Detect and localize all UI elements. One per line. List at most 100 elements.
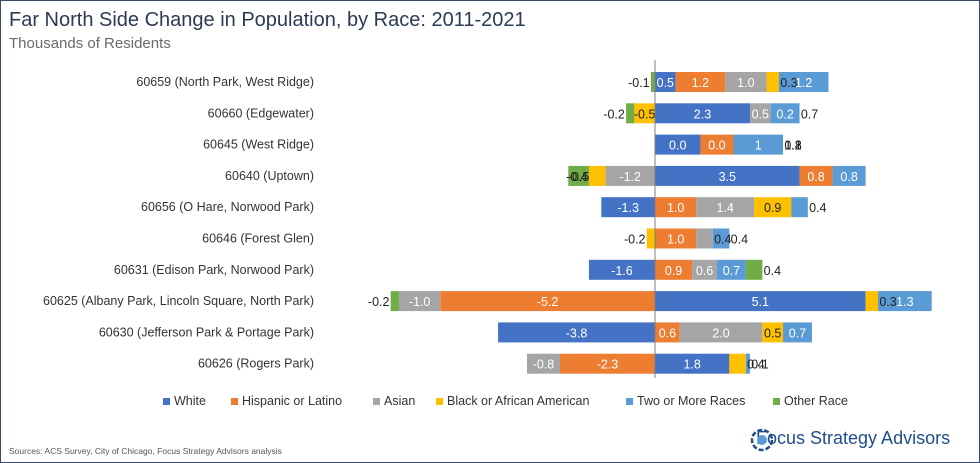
bar-segment <box>762 322 784 343</box>
data-label: 1.2 <box>692 76 709 90</box>
data-label: -0.5 <box>568 170 590 184</box>
bar-segment <box>605 165 655 186</box>
data-label: 3.5 <box>719 170 736 184</box>
data-label: 0.8 <box>784 139 801 153</box>
bar-segment <box>692 259 717 280</box>
bar-segment <box>745 353 750 374</box>
legend-label: Asian <box>384 394 415 408</box>
bar-segment <box>646 228 655 249</box>
data-label: 0.9 <box>764 201 781 215</box>
data-label: 0.8 <box>840 170 857 184</box>
category-label: 60625 (Albany Park, Lincoln Square, Nort… <box>43 294 314 308</box>
focus-logo-icon <box>750 428 774 452</box>
bar-segment <box>712 228 730 249</box>
bar-segment <box>783 322 812 343</box>
data-label: -1.2 <box>619 170 641 184</box>
bar-segment <box>655 72 676 92</box>
data-label: 2.0 <box>712 326 729 340</box>
category-label: 60626 (Rogers Park) <box>198 357 314 371</box>
bar-segment <box>655 103 750 124</box>
category-label: 60640 (Uptown) <box>225 169 314 183</box>
data-label: 0.7 <box>801 107 818 121</box>
data-label: 1.0 <box>667 233 684 247</box>
data-label: -1.0 <box>409 295 431 309</box>
bar-segment <box>696 197 755 218</box>
data-label: 0.6 <box>696 264 713 278</box>
bar-segment <box>601 197 655 218</box>
data-label: 2.3 <box>694 107 711 121</box>
data-label: 0.3 <box>879 295 896 309</box>
data-label: -0.5 <box>634 107 656 121</box>
legend-label: Hispanic or Latino <box>242 394 342 408</box>
bar-segment <box>778 72 829 92</box>
data-label: 0.4 <box>714 233 731 247</box>
data-label: 0.7 <box>789 326 806 340</box>
data-label: 0.4 <box>809 201 826 215</box>
legend-swatch <box>436 398 443 405</box>
bar-segment <box>588 259 655 280</box>
data-label: 0.4 <box>764 264 781 278</box>
bar-segment <box>498 322 655 343</box>
bar-segment <box>526 353 561 374</box>
data-label: 0.3 <box>780 76 797 90</box>
bar-segment <box>700 134 734 155</box>
data-label: -3.8 <box>566 326 588 340</box>
data-label: -0.2 <box>624 233 646 247</box>
data-label: 0.9 <box>665 264 682 278</box>
data-label: 0.5 <box>752 107 769 121</box>
legend-label: Other Race <box>784 394 848 408</box>
chart-title: Far North Side Change in Population, by … <box>9 9 526 31</box>
data-label: 1.0 <box>667 201 684 215</box>
bar-segment <box>733 134 784 155</box>
legend-label: Two or More Races <box>637 394 745 408</box>
bar-segment <box>655 353 730 374</box>
bar-segment <box>655 259 693 280</box>
category-label: 60656 (O Hare, Norwood Park) <box>141 200 314 214</box>
legend-swatch <box>373 398 380 405</box>
legend-swatch <box>626 398 633 405</box>
bar-segment <box>390 291 399 312</box>
data-label: 1.3 <box>896 295 913 309</box>
data-label: 0.1 <box>751 358 768 372</box>
legend-label: Black or African American <box>447 394 589 408</box>
bar-segment <box>626 103 635 124</box>
bar-segment <box>799 165 833 186</box>
bar-segment <box>725 72 767 92</box>
data-label: 0.5 <box>657 76 674 90</box>
data-label: 1.8 <box>683 358 700 372</box>
data-label: -0.2 <box>368 295 390 309</box>
bar-segment <box>634 103 655 124</box>
bar-segment <box>398 291 441 312</box>
bar-segment <box>655 228 697 249</box>
bar-segment <box>878 291 932 312</box>
bar-segment <box>729 353 746 374</box>
brand-name: Focus Strategy Advisors <box>756 428 951 448</box>
data-label: 1.1 <box>784 139 801 153</box>
category-label: 60631 (Edison Park, Norwood Park) <box>114 263 314 277</box>
legend-label: White <box>174 394 206 408</box>
data-label: 0.5 <box>764 326 781 340</box>
bar-segment <box>865 291 879 312</box>
category-label: 60660 (Edgewater) <box>208 106 314 120</box>
legend-swatch <box>773 398 780 405</box>
category-label: 60659 (North Park, West Ridge) <box>136 75 314 89</box>
bar-segment <box>655 165 800 186</box>
bar-segment <box>655 134 701 155</box>
data-label: 5.1 <box>752 295 769 309</box>
data-label: 0.7 <box>723 264 740 278</box>
data-label: -1.6 <box>611 264 633 278</box>
bar-segment <box>679 322 763 343</box>
bar-segment <box>766 72 779 92</box>
data-label: -0.4 <box>566 170 588 184</box>
data-label: 0.4 <box>731 233 748 247</box>
data-label: 0.8 <box>807 170 824 184</box>
data-label: -0.1 <box>628 76 650 90</box>
data-label: -0.8 <box>533 358 555 372</box>
data-label: -5.2 <box>537 295 559 309</box>
bar-segment <box>650 72 655 92</box>
data-label: 0.0 <box>669 139 686 153</box>
data-label: -0.2 <box>603 107 625 121</box>
category-label: 60630 (Jefferson Park & Portage Park) <box>99 325 314 339</box>
bar-segment <box>749 103 771 124</box>
